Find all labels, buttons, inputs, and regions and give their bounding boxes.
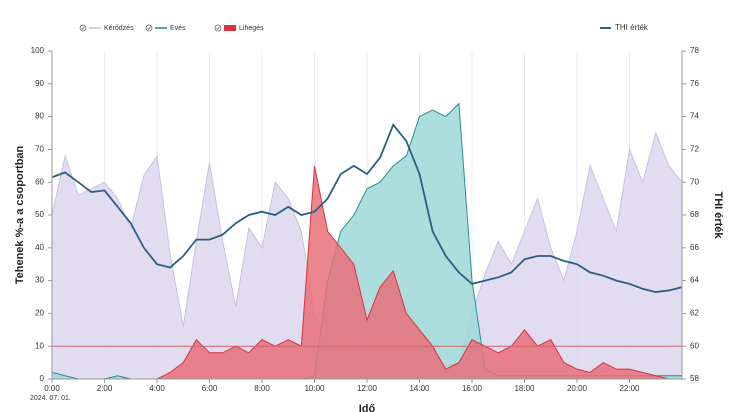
y2-tick-label: 72: [690, 145, 699, 154]
x-tick-label: 20:00: [567, 384, 588, 393]
legend-check-mark: [147, 26, 151, 30]
x-tick-label: 2:00: [97, 384, 113, 393]
line: [51, 123, 683, 293]
area: [52, 165, 682, 380]
legend-label: THI érték: [615, 23, 649, 32]
y-tick-label: 50: [35, 210, 44, 219]
y2-tick-label: 64: [690, 276, 699, 285]
y-tick-label: 30: [35, 276, 44, 285]
legend-item[interactable]: Lihegés: [214, 24, 264, 32]
x-tick-label: 10:00: [304, 384, 325, 393]
x-tick-label: 22:00: [619, 384, 640, 393]
y2-tick-label: 74: [690, 112, 699, 121]
y-tick-label: 0: [40, 374, 45, 383]
y2-tick-label: 62: [690, 309, 699, 318]
legend-label: Lihegés: [239, 25, 264, 32]
y2-axis-title: THI érték: [712, 191, 724, 239]
x-tick-label: 0:00: [44, 384, 60, 393]
legend-check: [79, 24, 87, 32]
y2-tick-label: 78: [690, 46, 699, 55]
x-tick-label: 6:00: [202, 384, 218, 393]
legend-check: [145, 24, 153, 32]
x-tick-label: 16:00: [462, 384, 483, 393]
x-tick-label: 8:00: [254, 384, 270, 393]
y2-tick-label: 66: [690, 243, 699, 252]
legend-check: [214, 24, 222, 32]
x-tick-label: 4:00: [149, 384, 165, 393]
y2-tick-label: 70: [690, 177, 699, 186]
y-tick-label: 80: [35, 112, 44, 121]
date-label: 2024. 07. 01.: [30, 395, 71, 402]
legend-check-mark: [216, 26, 220, 30]
y2-tick-label: 60: [690, 341, 699, 350]
y-tick-label: 60: [35, 177, 44, 186]
legend-label: Evés: [170, 25, 186, 32]
y-tick-label: 90: [35, 79, 44, 88]
legend-item[interactable]: Kérődzés: [79, 24, 134, 32]
y2-tick-label: 68: [690, 210, 699, 219]
x-tick-label: 18:00: [514, 384, 535, 393]
y2-tick-label: 76: [690, 79, 699, 88]
legend-swatch: [224, 25, 236, 31]
x-axis-title: Idő: [359, 403, 376, 412]
y2-tick-label: 58: [690, 374, 699, 383]
legend-check-mark: [81, 26, 85, 30]
legend-label: Kérődzés: [104, 25, 134, 32]
y-tick-label: 70: [35, 145, 44, 154]
y-tick-label: 10: [35, 341, 44, 350]
x-tick-label: 14:00: [409, 384, 430, 393]
y-tick-label: 40: [35, 243, 44, 252]
x-tick-label: 12:00: [357, 384, 378, 393]
y-tick-label: 20: [35, 309, 44, 318]
legend-item[interactable]: Evés: [145, 24, 186, 32]
y-axis-title: Tehenek %-a a csoportban: [14, 145, 26, 284]
y-tick-label: 100: [31, 46, 45, 55]
